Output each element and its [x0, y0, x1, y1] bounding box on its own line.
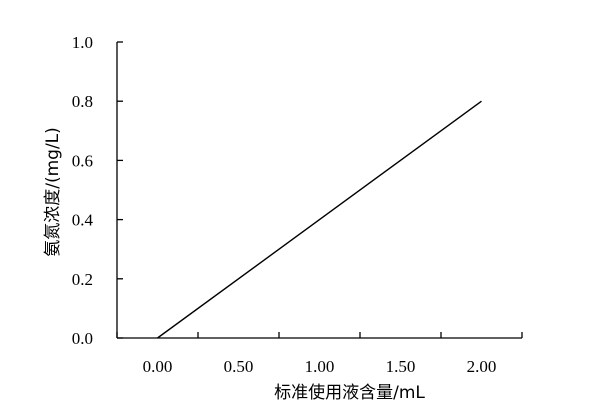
x-tick-label: 0.00: [143, 357, 173, 376]
x-tick-label: 0.50: [224, 357, 254, 376]
y-tick-label: 0.6: [72, 151, 93, 170]
y-tick-label: 0.8: [72, 92, 93, 111]
x-axis: 0.00 0.50 1.00 1.50 2.00: [116, 332, 523, 376]
y-axis-title: 氨氮浓度/(mg/L): [43, 127, 63, 257]
y-axis: 0.0 0.2 0.4 0.6 0.8 1.0: [72, 33, 123, 348]
y-tick-label: 1.0: [72, 33, 93, 52]
x-axis-title: 标准使用液含量/mL: [274, 382, 425, 403]
series-line-0: [157, 100, 482, 339]
plot-area: [157, 100, 482, 339]
y-tick-label: 0.0: [72, 329, 93, 348]
y-tick-label: 0.4: [72, 211, 94, 230]
y-tick-label: 0.2: [72, 270, 93, 289]
x-tick-label: 1.00: [305, 357, 335, 376]
x-tick-label: 1.50: [386, 357, 416, 376]
x-tick-label: 2.00: [467, 357, 497, 376]
